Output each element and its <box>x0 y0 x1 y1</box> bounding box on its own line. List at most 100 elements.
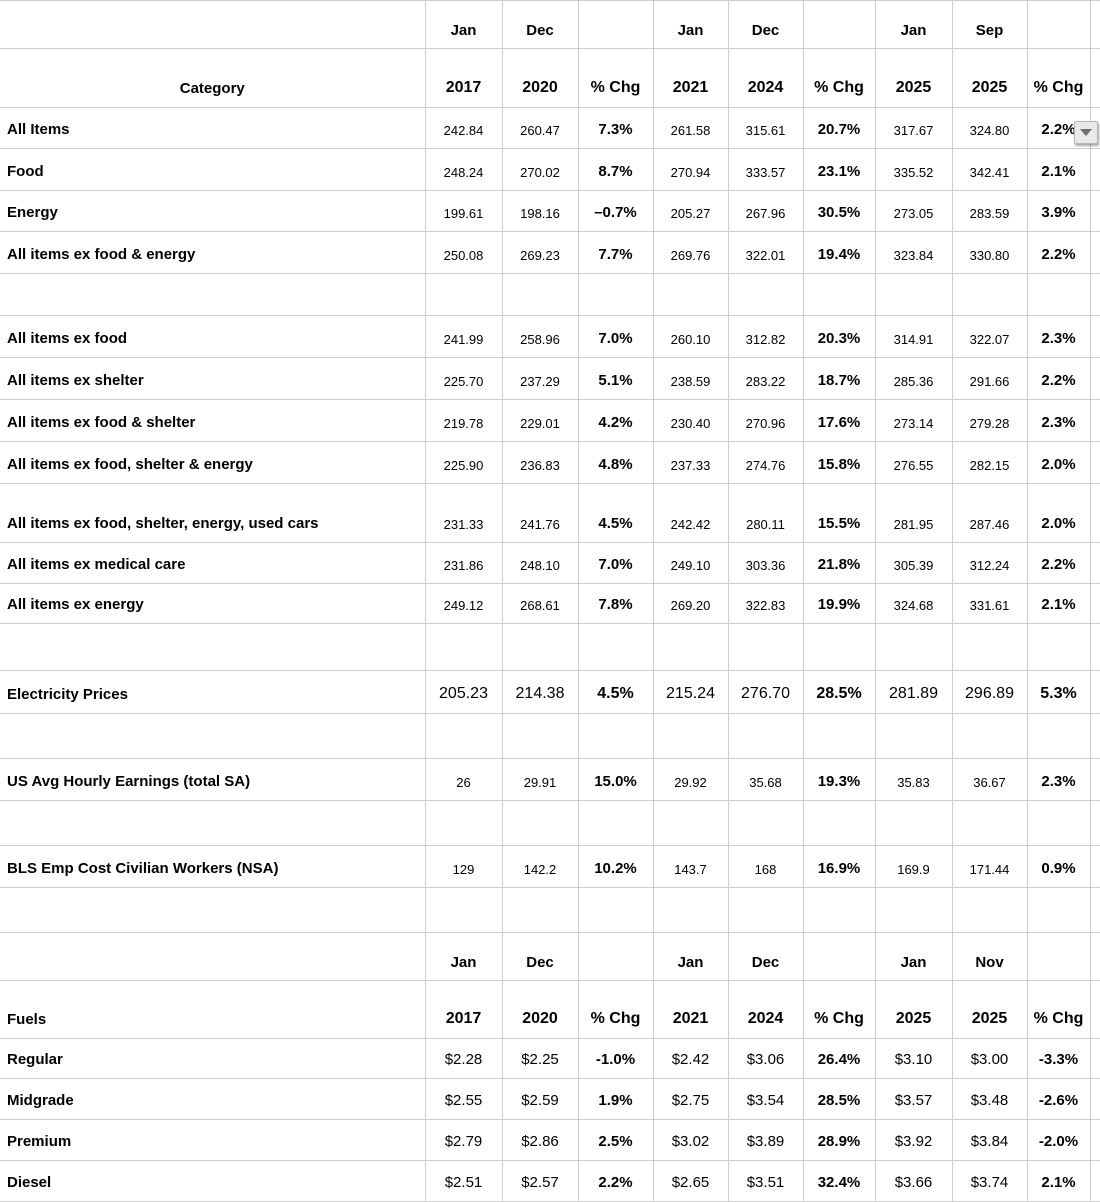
value-cell[interactable]: 270.94 <box>652 148 729 191</box>
value-cell[interactable]: 241.99 <box>424 315 503 358</box>
value-cell[interactable]: $3.66 <box>874 1160 953 1202</box>
empty-cell[interactable] <box>1026 887 1091 933</box>
column-header-cell[interactable]: Fuels <box>0 980 426 1039</box>
value-cell[interactable]: 322.07 <box>951 315 1028 358</box>
row-label-cell[interactable]: Diesel <box>0 1160 426 1202</box>
value-cell[interactable]: 237.29 <box>501 357 579 400</box>
value-cell[interactable]: 282.15 <box>951 441 1028 484</box>
empty-cell[interactable] <box>727 800 804 846</box>
value-cell[interactable]: 312.24 <box>951 542 1028 584</box>
value-cell[interactable]: 249.10 <box>652 542 729 584</box>
value-cell[interactable]: 2.1% <box>1026 1160 1091 1202</box>
row-label-cell[interactable]: All items ex food & energy <box>0 231 426 274</box>
empty-cell[interactable] <box>802 273 876 316</box>
year-header-cell[interactable]: % Chg <box>577 980 654 1039</box>
year-header-cell[interactable]: 2020 <box>501 48 579 108</box>
value-cell[interactable]: 2.0% <box>1026 441 1091 484</box>
value-cell[interactable]: 296.89 <box>951 670 1028 714</box>
row-label-cell[interactable]: All items ex food, shelter, energy, used… <box>0 483 426 543</box>
value-cell[interactable]: $2.86 <box>501 1119 579 1161</box>
value-cell[interactable]: $3.06 <box>727 1038 804 1079</box>
empty-cell[interactable] <box>874 713 953 759</box>
empty-cell[interactable] <box>951 623 1028 671</box>
value-cell[interactable]: $3.48 <box>951 1078 1028 1120</box>
empty-cell[interactable] <box>501 713 579 759</box>
value-cell[interactable]: 274.76 <box>727 441 804 484</box>
value-cell[interactable]: 32.4% <box>802 1160 876 1202</box>
value-cell[interactable]: 7.3% <box>577 107 654 149</box>
year-header-cell[interactable]: 2024 <box>727 980 804 1039</box>
value-cell[interactable]: 281.89 <box>874 670 953 714</box>
value-cell[interactable]: 4.2% <box>577 399 654 442</box>
month-header-cell[interactable]: Jan <box>874 0 953 49</box>
month-header-cell[interactable]: Nov <box>951 932 1028 981</box>
value-cell[interactable]: 19.3% <box>802 758 876 801</box>
value-cell[interactable]: $3.02 <box>652 1119 729 1161</box>
empty-cell[interactable] <box>0 800 426 846</box>
month-header-cell[interactable]: Dec <box>727 0 804 49</box>
month-header-cell[interactable]: Jan <box>652 932 729 981</box>
value-cell[interactable]: 26.4% <box>802 1038 876 1079</box>
value-cell[interactable]: 2.5% <box>577 1119 654 1161</box>
empty-cell[interactable] <box>501 800 579 846</box>
value-cell[interactable]: 269.76 <box>652 231 729 274</box>
month-header-cell[interactable]: Dec <box>727 932 804 981</box>
empty-cell[interactable] <box>802 713 876 759</box>
empty-cell[interactable] <box>1026 800 1091 846</box>
month-header-cell[interactable] <box>1026 932 1091 981</box>
column-header-cell[interactable]: Category <box>0 48 426 108</box>
value-cell[interactable]: 273.05 <box>874 190 953 232</box>
value-cell[interactable]: 249.12 <box>424 583 503 624</box>
value-cell[interactable]: 0.9% <box>1026 845 1091 888</box>
value-cell[interactable]: 281.95 <box>874 483 953 543</box>
empty-cell[interactable] <box>802 887 876 933</box>
value-cell[interactable]: 10.2% <box>577 845 654 888</box>
value-cell[interactable]: 230.40 <box>652 399 729 442</box>
empty-cell[interactable] <box>874 273 953 316</box>
value-cell[interactable]: $3.10 <box>874 1038 953 1079</box>
value-cell[interactable]: 342.41 <box>951 148 1028 191</box>
value-cell[interactable]: 238.59 <box>652 357 729 400</box>
empty-cell[interactable] <box>0 932 426 981</box>
value-cell[interactable]: $3.89 <box>727 1119 804 1161</box>
value-cell[interactable]: 35.68 <box>727 758 804 801</box>
year-header-cell[interactable]: 2025 <box>874 980 953 1039</box>
value-cell[interactable]: 28.5% <box>802 1078 876 1120</box>
value-cell[interactable]: $3.54 <box>727 1078 804 1120</box>
value-cell[interactable]: 29.92 <box>652 758 729 801</box>
value-cell[interactable]: $3.51 <box>727 1160 804 1202</box>
row-label-cell[interactable]: US Avg Hourly Earnings (total SA) <box>0 758 426 801</box>
value-cell[interactable]: 1.9% <box>577 1078 654 1120</box>
empty-cell[interactable] <box>652 623 729 671</box>
value-cell[interactable]: 19.4% <box>802 231 876 274</box>
value-cell[interactable]: $2.25 <box>501 1038 579 1079</box>
value-cell[interactable]: 317.67 <box>874 107 953 149</box>
empty-cell[interactable] <box>802 800 876 846</box>
value-cell[interactable]: 19.9% <box>802 583 876 624</box>
month-header-cell[interactable] <box>802 932 876 981</box>
value-cell[interactable]: -3.3% <box>1026 1038 1091 1079</box>
value-cell[interactable]: 8.7% <box>577 148 654 191</box>
row-label-cell[interactable]: All items ex food, shelter & energy <box>0 441 426 484</box>
value-cell[interactable]: -2.6% <box>1026 1078 1091 1120</box>
row-label-cell[interactable]: Electricity Prices <box>0 670 426 714</box>
value-cell[interactable]: 7.7% <box>577 231 654 274</box>
empty-cell[interactable] <box>652 713 729 759</box>
value-cell[interactable]: 236.83 <box>501 441 579 484</box>
year-header-cell[interactable]: 2021 <box>652 980 729 1039</box>
value-cell[interactable]: 260.47 <box>501 107 579 149</box>
value-cell[interactable]: 2.2% <box>1026 107 1098 149</box>
value-cell[interactable]: $2.55 <box>424 1078 503 1120</box>
value-cell[interactable]: 20.7% <box>802 107 876 149</box>
empty-cell[interactable] <box>424 887 503 933</box>
value-cell[interactable]: 16.9% <box>802 845 876 888</box>
empty-cell[interactable] <box>652 273 729 316</box>
row-label-cell[interactable]: All items ex medical care <box>0 542 426 584</box>
value-cell[interactable]: 322.83 <box>727 583 804 624</box>
month-header-cell[interactable]: Jan <box>652 0 729 49</box>
empty-cell[interactable] <box>802 623 876 671</box>
month-header-cell[interactable]: Jan <box>424 932 503 981</box>
value-cell[interactable]: 231.33 <box>424 483 503 543</box>
value-cell[interactable]: 248.24 <box>424 148 503 191</box>
value-cell[interactable]: 5.3% <box>1026 670 1091 714</box>
